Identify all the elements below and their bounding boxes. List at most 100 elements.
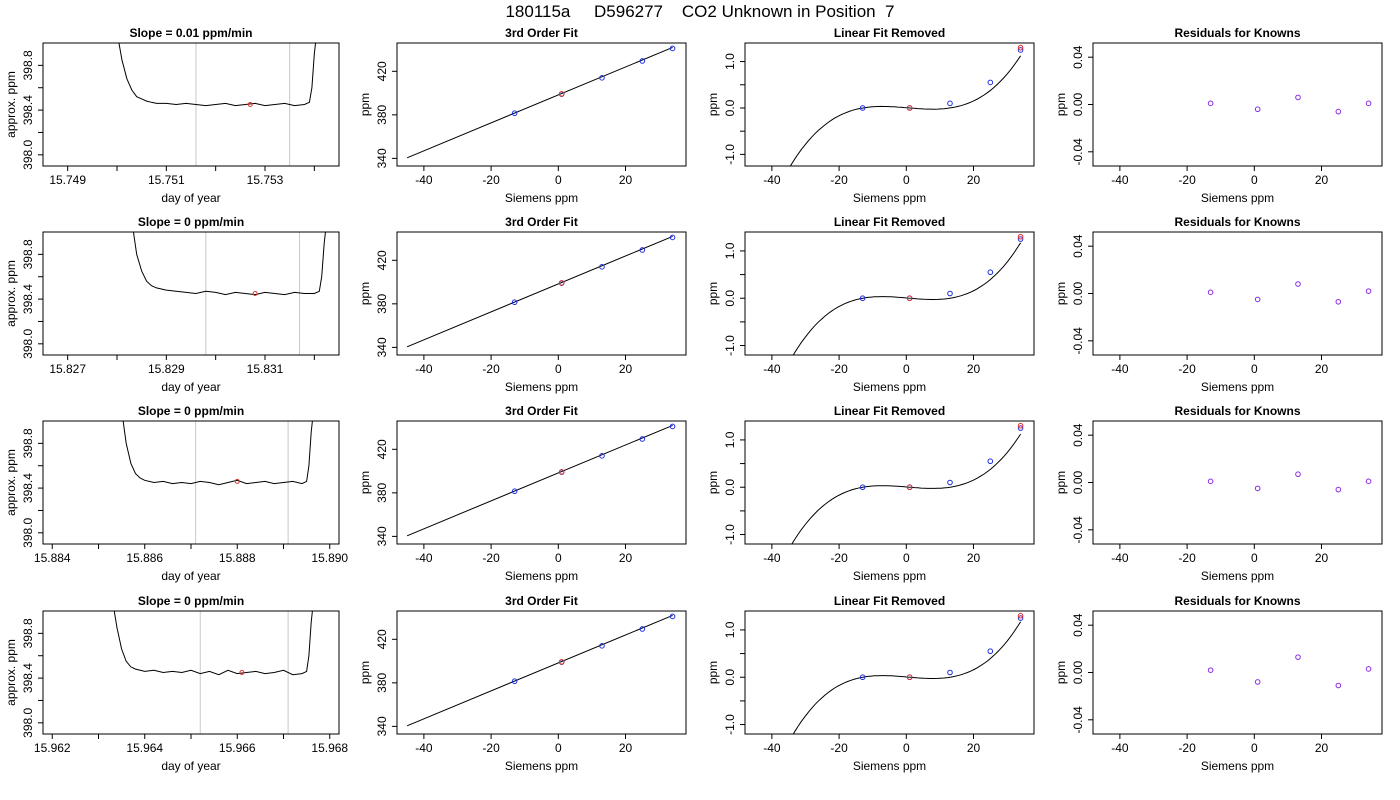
- unknown-point: [906, 105, 913, 111]
- y-tick-label: 420: [375, 629, 389, 649]
- x-tick-label: 15.968: [311, 741, 348, 755]
- x-tick-label: 20: [967, 362, 981, 376]
- y-tick-label: 0.0: [723, 669, 737, 686]
- residual-point: [1254, 485, 1261, 492]
- known-point: [1017, 47, 1024, 53]
- y-tick-label: 0.04: [1071, 613, 1085, 637]
- unknown-point: [906, 295, 913, 302]
- y-axis-label: ppm: [358, 93, 372, 116]
- unknown-point: [558, 659, 565, 665]
- plot-frame: [1092, 231, 1383, 356]
- x-tick-label: 20: [967, 173, 981, 187]
- x-tick-label: 15.827: [49, 362, 86, 376]
- x-tick-label: -40: [1111, 551, 1129, 565]
- plot-frame: [744, 420, 1035, 545]
- y-tick-label: 398.4: [21, 284, 35, 314]
- known-point: [639, 247, 646, 253]
- residual-point: [1295, 654, 1301, 660]
- y-axis-label: approx. ppm: [4, 449, 18, 516]
- known-point: [599, 75, 605, 81]
- x-tick-label: 15.888: [219, 551, 256, 565]
- residual-point: [1335, 486, 1342, 493]
- panel-r2-c3: Linear Fit Removed -40 -20 0 20 -1.0 0.0 1.0 Sie…: [706, 215, 1035, 394]
- panel-r3-c2: 3rd Order Fit -40 -20 0 20 340 380 420 Siemens p…: [358, 404, 687, 583]
- y-axis-label: ppm: [706, 282, 720, 305]
- y-tick-label: 420: [375, 250, 389, 270]
- y-tick-label: 1.0: [723, 53, 737, 70]
- plot-area: [406, 234, 676, 348]
- x-tick-label: -20: [1178, 741, 1196, 755]
- x-tick-label: 15.753: [247, 173, 284, 187]
- y-tick-label: 398.4: [21, 663, 35, 693]
- y-tick-label: 1.0: [723, 621, 737, 638]
- y-tick-label: 420: [375, 61, 389, 81]
- y-axis-label: ppm: [358, 282, 372, 305]
- unknown-point: [906, 484, 913, 491]
- x-axis-label: Siemens ppm: [1201, 759, 1274, 773]
- known-point: [987, 269, 994, 276]
- y-tick-label: 1.0: [723, 242, 737, 259]
- panel-title: Slope = 0 ppm/min: [138, 594, 244, 608]
- y-axis-label: ppm: [358, 471, 372, 494]
- y-tick-label: 0.04: [1071, 234, 1085, 258]
- y-tick-label: 398.8: [21, 239, 35, 269]
- plot-area: [406, 423, 676, 537]
- panel-title: 3rd Order Fit: [505, 26, 578, 40]
- x-tick-label: 20: [1315, 741, 1329, 755]
- known-point: [947, 479, 953, 486]
- unknown-point: [558, 91, 565, 97]
- panel-r4-c1: Slope = 0 ppm/min 15.962 15.964 15.966 15.96…: [4, 594, 348, 773]
- plot-frame: [396, 42, 687, 167]
- plot-area: [1207, 654, 1372, 689]
- series-line: [113, 611, 313, 676]
- panel-title: Residuals for Knowns: [1174, 404, 1300, 418]
- x-tick-label: 15.831: [247, 362, 284, 376]
- y-tick-label: 398.8: [21, 50, 35, 80]
- y-axis-label: approx. ppm: [4, 71, 18, 138]
- unknown-point: [906, 674, 913, 681]
- known-point: [859, 674, 866, 681]
- unknown-marker: [239, 670, 245, 675]
- panel-r2-c1: Slope = 0 ppm/min 15.827 15.829 15.831 398.0…: [4, 215, 340, 394]
- panel-r2-c4: Residuals for Knowns -40 -20 0 20 -0.04 0.00 0.…: [1054, 215, 1383, 394]
- plot-area: [113, 611, 313, 734]
- x-tick-label: 15.886: [126, 551, 163, 565]
- panel-title: Linear Fit Removed: [834, 404, 945, 418]
- y-tick-label: -1.0: [723, 524, 737, 545]
- panel-r4-c2: 3rd Order Fit -40 -20 0 20 340 380 420 Siemens p…: [358, 594, 687, 773]
- known-point: [1017, 236, 1024, 242]
- x-tick-label: -20: [830, 173, 848, 187]
- x-tick-label: -20: [482, 551, 500, 565]
- known-point: [511, 488, 518, 495]
- fit-curve: [791, 433, 1022, 544]
- x-tick-label: -40: [415, 551, 433, 565]
- x-tick-label: 0: [555, 551, 562, 565]
- panel-title: Residuals for Knowns: [1174, 215, 1300, 229]
- known-point: [639, 626, 646, 632]
- residual-point: [1207, 478, 1214, 485]
- residual-point: [1207, 289, 1214, 296]
- y-tick-label: 0.0: [723, 290, 737, 307]
- residual-point: [1295, 94, 1301, 101]
- plot-frame: [1092, 42, 1383, 167]
- y-tick-label: 0.00: [1071, 470, 1085, 494]
- x-axis-label: day of year: [161, 191, 220, 205]
- x-axis-label: day of year: [161, 759, 220, 773]
- y-tick-label: -0.04: [1071, 138, 1085, 166]
- y-tick-label: 380: [375, 294, 389, 314]
- plot-area: [122, 421, 313, 544]
- y-tick-label: -0.04: [1071, 706, 1085, 734]
- y-tick-label: 398.4: [21, 473, 35, 503]
- x-tick-label: 0: [555, 741, 562, 755]
- x-axis-label: Siemens ppm: [853, 759, 926, 773]
- x-tick-label: 20: [967, 741, 981, 755]
- x-tick-label: -40: [415, 362, 433, 376]
- series-line: [406, 46, 673, 159]
- unknown-marker: [234, 478, 240, 484]
- y-tick-label: 0.04: [1071, 45, 1085, 69]
- plot-frame: [744, 610, 1035, 735]
- plot-frame: [396, 420, 687, 545]
- x-tick-label: 0: [1251, 173, 1258, 187]
- x-tick-label: -20: [830, 741, 848, 755]
- panel-title: 3rd Order Fit: [505, 594, 578, 608]
